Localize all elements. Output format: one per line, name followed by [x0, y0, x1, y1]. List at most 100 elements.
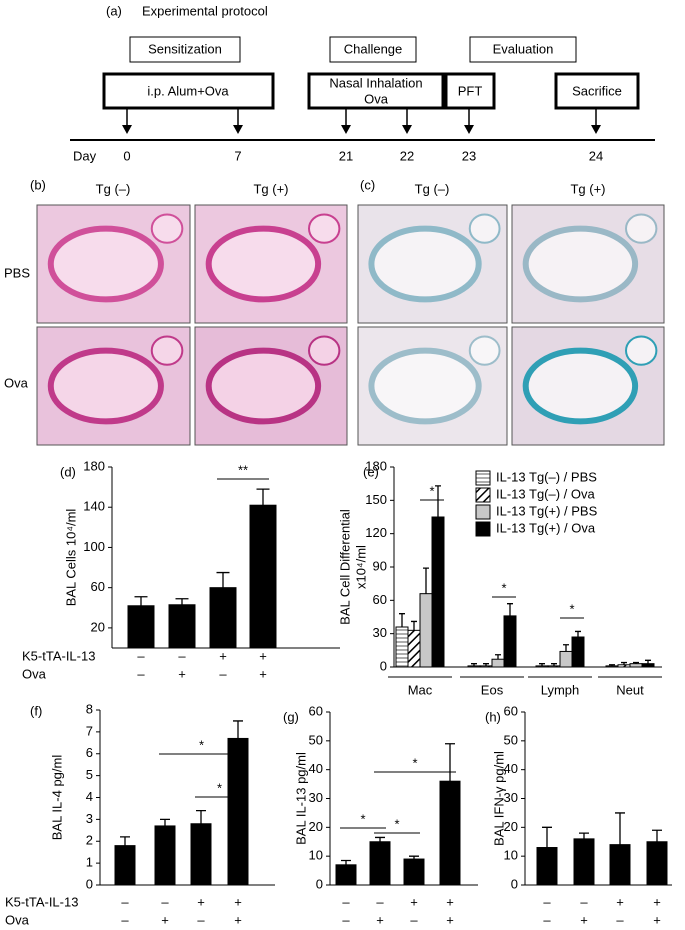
row-label: Ova [4, 375, 29, 390]
significance-label: * [199, 737, 204, 752]
condition-sign: – [137, 648, 145, 663]
error-bar [471, 663, 477, 666]
y-tick-label: 5 [86, 767, 93, 782]
arrow-head [122, 125, 132, 134]
y-tick-label: 0 [380, 658, 387, 673]
bar [127, 605, 155, 649]
vessel [468, 335, 501, 366]
bar [369, 841, 391, 886]
y-tick-label: 30 [504, 790, 518, 805]
y-tick-label: 0 [86, 876, 93, 891]
column-label: Tg (–) [96, 181, 131, 196]
category-label: Neut [616, 682, 644, 697]
airway [205, 225, 322, 303]
significance-label: * [412, 755, 417, 770]
bar [154, 825, 176, 886]
vessel [625, 213, 658, 244]
y-tick-label: 4 [86, 789, 93, 804]
step: Sacrifice [572, 83, 622, 98]
legend-label: IL-13 Tg(+) / PBS [496, 503, 598, 518]
condition-sign: + [219, 648, 227, 663]
step: Ova [364, 91, 389, 106]
vessel [308, 335, 341, 366]
error-bar [652, 829, 662, 842]
error-bar [233, 720, 243, 739]
y-tick-label: 60 [504, 703, 518, 718]
phase: Sensitization [148, 41, 222, 56]
condition-sign: + [197, 894, 205, 909]
airway [205, 347, 322, 425]
row-label: PBS [4, 265, 30, 280]
condition-sign: + [410, 894, 418, 909]
error-bar [507, 603, 513, 616]
bar [335, 864, 357, 886]
error-bar [435, 485, 441, 517]
y-tick-label: 40 [504, 761, 518, 776]
condition-sign: + [234, 894, 242, 909]
error-bar [120, 836, 130, 846]
error-bar [445, 743, 455, 782]
panel-label: (h) [485, 709, 501, 724]
day-label: Day [73, 148, 97, 163]
y-tick-label: 60 [309, 703, 323, 718]
error-bar [539, 663, 545, 666]
bar [559, 650, 573, 668]
y-tick-label: 20 [504, 819, 518, 834]
condition-name: K5-tTA-IL-13 [5, 894, 78, 909]
significance-label: * [429, 483, 434, 498]
vessel [150, 335, 184, 366]
day: 23 [462, 148, 476, 163]
bar [249, 504, 277, 649]
y-axis-label: x10⁴/ml [353, 545, 368, 589]
error-bar [175, 598, 189, 605]
y-tick-label: 40 [309, 761, 323, 776]
condition-sign: – [137, 666, 145, 681]
legend-label: IL-13 Tg(–) / PBS [496, 469, 597, 484]
error-bar [495, 654, 501, 660]
panel-label: (a) [106, 3, 122, 18]
legend-swatch [475, 504, 491, 520]
error-bar [256, 488, 270, 506]
y-tick-label: 100 [83, 539, 105, 554]
error-bar [341, 859, 351, 865]
y-tick-label: 30 [309, 790, 323, 805]
y-tick-label: 150 [365, 492, 387, 507]
condition-sign: + [376, 912, 384, 927]
category-label: Eos [481, 682, 504, 697]
error-bar [575, 630, 581, 637]
histology: (b) Tg (–) Tg (+) PBS Ova (c) Tg (–) Tg … [4, 177, 665, 446]
y-tick-label: 20 [309, 819, 323, 834]
bar [605, 665, 619, 668]
error-bar [615, 812, 625, 845]
condition-sign: – [342, 912, 350, 927]
vessel [150, 213, 184, 244]
condition-sign: – [197, 912, 205, 927]
panel-label: (c) [360, 177, 375, 192]
vessel [625, 335, 658, 366]
phase: Evaluation [493, 41, 554, 56]
y-tick-label: 180 [365, 458, 387, 473]
condition-sign: – [342, 894, 350, 909]
error-bar [196, 809, 206, 824]
condition-sign: + [234, 912, 242, 927]
y-tick-label: 180 [83, 458, 105, 473]
legend-label: IL-13 Tg(–) / Ova [496, 486, 596, 501]
airway [522, 225, 639, 303]
airway [47, 225, 164, 303]
vessel [308, 213, 341, 244]
bar [571, 636, 585, 668]
y-tick-label: 3 [86, 811, 93, 826]
condition-sign: – [543, 894, 551, 909]
condition-sign: – [161, 894, 169, 909]
bar [609, 844, 631, 886]
condition-name: Ova [5, 912, 30, 927]
bar [491, 658, 505, 668]
y-tick-label: 60 [91, 579, 105, 594]
y-tick-label: 20 [91, 619, 105, 634]
bar [479, 665, 493, 668]
condition-sign: – [616, 912, 624, 927]
y-axis-label: BAL Cells 10⁴/ml [63, 509, 78, 607]
y-tick-label: 120 [365, 525, 387, 540]
bar [190, 823, 212, 886]
y-tick-label: 50 [504, 732, 518, 747]
